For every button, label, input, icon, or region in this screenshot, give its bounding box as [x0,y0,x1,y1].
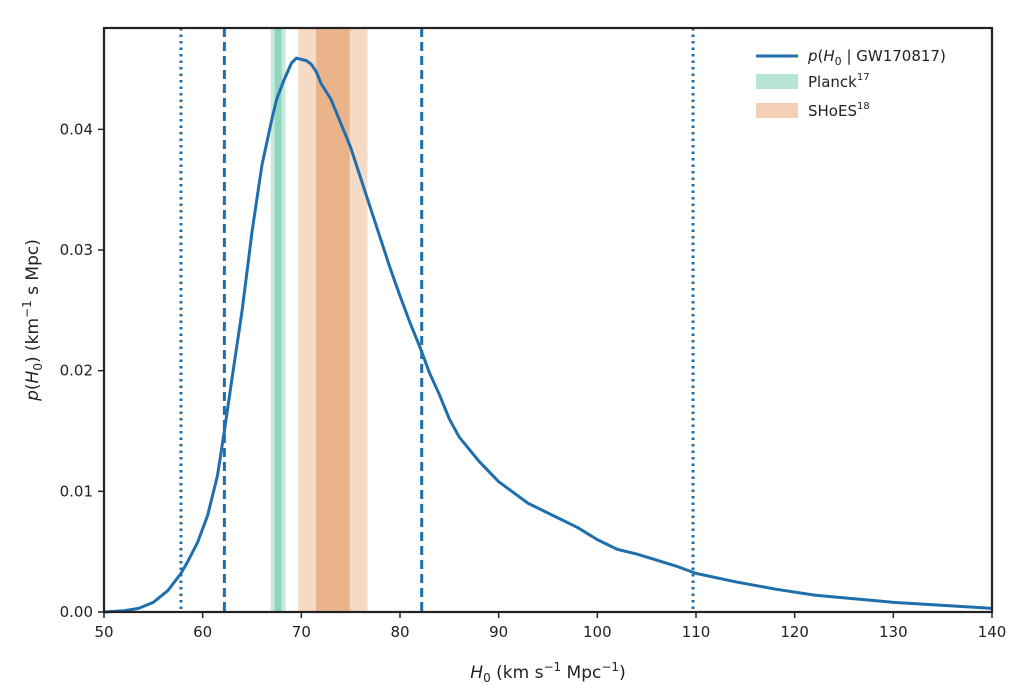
legend-label-planck: Planck17 [808,72,870,91]
y-tick-label: 0.04 [60,120,93,138]
y-tick-0.03: 0.03 [60,241,104,259]
x-label-symbol: H [470,663,483,683]
x-tick-label: 80 [390,623,409,641]
x-tick-90: 90 [489,612,508,641]
y-tick-label: 0.02 [60,362,93,380]
y-label-unit-start: ) (km [23,318,43,363]
x-label-unit-start: (km s [491,663,544,683]
y-label-symbol: H [23,370,43,383]
y-tick-0.01: 0.01 [60,482,104,500]
legend-p: p [807,47,818,65]
x-tick-120: 120 [780,612,809,641]
x-tick-140: 140 [978,612,1007,641]
x-tick-label: 50 [94,623,113,641]
legend-swatch-shoes [756,103,798,118]
x-tick-100: 100 [583,612,612,641]
x-label-unit-end: ) [619,663,626,683]
posterior-line [103,56,993,614]
y-axis: 0.00 0.01 0.02 0.03 0.04 [60,120,104,621]
legend-planck-ref: 17 [857,72,870,83]
x-tick-label: 120 [780,623,809,641]
x-tick-110: 110 [682,612,711,641]
x-label-unit-mid: Mpc [561,663,601,683]
x-axis-label: H0 (km s−1 Mpc−1) [470,660,625,685]
legend-shoes-ref: 18 [857,101,870,112]
y-tick-label: 0.00 [60,603,93,621]
legend-shoes-name: SHoES [808,102,857,120]
y-label-unit-end: s Mpc) [23,239,43,300]
y-axis-label: p(H0) (km−1 s Mpc) [20,239,45,402]
x-tick-label: 60 [193,623,212,641]
legend-event: | GW170817) [842,47,946,65]
legend-planck-name: Planck [808,73,857,91]
x-tick-label: 90 [489,623,508,641]
y-tick-label: 0.03 [60,241,93,259]
legend-symbol: H [823,47,834,65]
y-label-open: ( [23,383,43,390]
x-tick-label: 70 [292,623,311,641]
x-tick-70: 70 [292,612,311,641]
x-tick-label: 100 [583,623,612,641]
x-axis: 50 60 70 80 90 100 110 120 130 140 [94,612,1006,641]
plot-frame [102,26,994,614]
x-tick-label: 110 [682,623,711,641]
y-label-p: p [23,390,43,402]
vlines-layer [179,28,695,612]
x-tick-80: 80 [390,612,410,641]
legend-label-posterior: p(H0 | GW170817) [807,47,946,68]
x-tick-50: 50 [94,612,114,641]
x-tick-label: 140 [978,623,1007,641]
y-label-subscript: 0 [31,363,45,371]
x-tick-130: 130 [879,612,908,641]
shoes-band-inner [316,28,350,612]
x-label-subscript: 0 [483,671,491,685]
legend-label-shoes: SHoES18 [808,101,870,120]
planck-band-inner [274,28,282,612]
y-label-superscript: −1 [20,300,34,318]
legend-open: ( [818,47,824,65]
y-tick-0.02: 0.02 [60,362,104,380]
legend-subscript: 0 [835,55,842,68]
legend-swatch-planck [756,74,798,89]
legend: p(H0 | GW170817) Planck17 SHoES18 [756,47,946,120]
y-tick-0: 0.00 [60,603,104,621]
bands-layer [270,28,368,612]
x-label-superscript-2: −1 [601,660,619,674]
y-tick-label: 0.01 [60,482,93,500]
y-tick-0.04: 0.04 [60,120,104,138]
x-label-superscript-1: −1 [543,660,561,674]
x-tick-label: 130 [879,623,908,641]
x-tick-60: 60 [193,612,212,641]
